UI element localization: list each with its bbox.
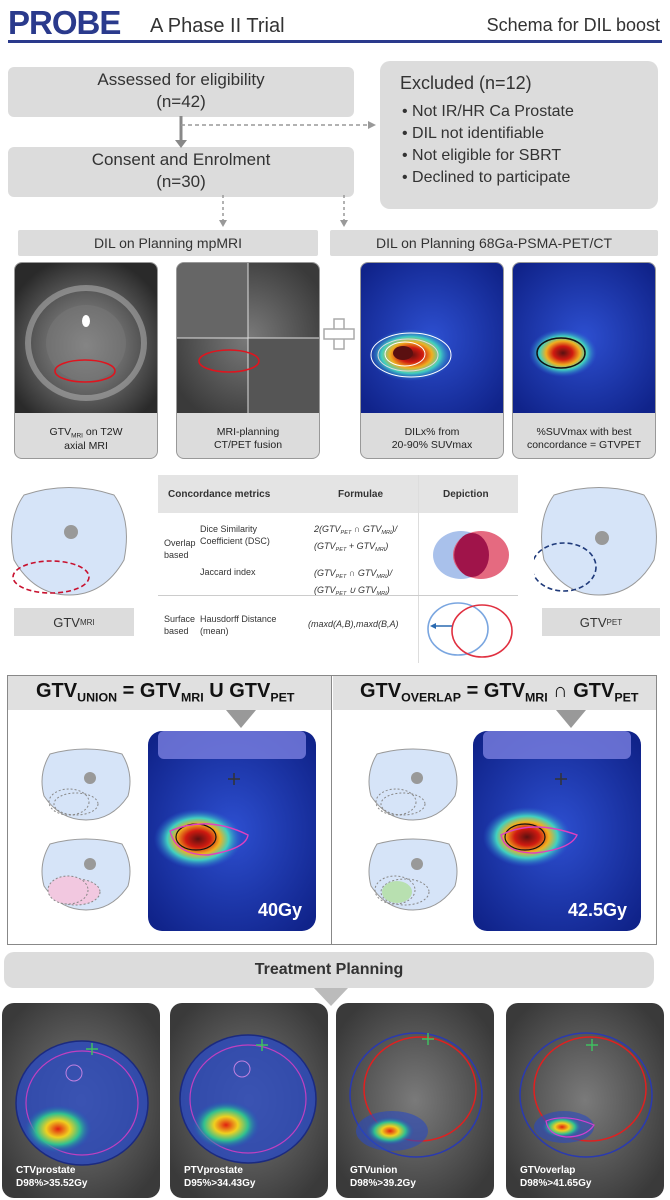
- pet-dil-image: [361, 263, 503, 413]
- dsc-formula: 2(GTVPET ∩ GTVMRI)/ (GTVPET + GTVMRI): [314, 524, 398, 553]
- overlap-depiction: [433, 531, 509, 579]
- header-title: A Phase II Trial: [150, 15, 285, 37]
- assessed-n: (n=42): [156, 92, 206, 111]
- treatment-planning-bar: Treatment Planning: [4, 952, 654, 988]
- union-diagram-filled: [41, 838, 131, 911]
- table-header-depiction: Depiction: [443, 489, 489, 500]
- overlap-dose-label: 42.5Gy: [567, 900, 627, 920]
- mri-axial-panel: GTVMRI on T2W axial MRI: [14, 262, 158, 459]
- mri-axial-image: [15, 263, 157, 413]
- plan-gtv-union-label: GTVunion D98%>39.2Gy: [350, 1165, 416, 1189]
- overlap-diagram-filled: [368, 838, 458, 911]
- assessed-box: Assessed for eligibility (n=42): [8, 67, 354, 117]
- plan-ctv-prostate: CTVprostate D98%>35.52Gy: [2, 1003, 160, 1198]
- gtv-mri-prostate-diagram: [11, 487, 127, 596]
- union-diagram-outlines: [41, 748, 131, 821]
- pet-section-bar: DIL on Planning 68Ga-PSMA-PET/CT: [330, 230, 658, 256]
- union-arrow-icon: [226, 710, 256, 728]
- flow-arrows: [175, 116, 376, 227]
- overlap-title: GTVOVERLAP = GTVMRI ∩ GTVPET: [360, 680, 639, 705]
- mri-axial-caption: GTVMRI on T2W axial MRI: [49, 426, 123, 453]
- plan-gtv-overlap-label: GTVoverlap D98%>41.65Gy: [520, 1165, 592, 1189]
- excluded-title: Excluded (n=12): [400, 73, 532, 93]
- consent-label: Consent and Enrolment: [91, 150, 271, 169]
- consent-n: (n=30): [156, 172, 206, 191]
- overlap-title-bar: [333, 676, 656, 710]
- header: PROBE A Phase II Trial Schema for DIL bo…: [0, 0, 670, 44]
- hausdorff-depiction: [427, 602, 513, 658]
- hausdorff-formula: (maxd(A,B),maxd(B,A): [308, 619, 399, 629]
- group-surface-label: Surface based: [164, 614, 196, 636]
- gtv-pet-label: GTV PET: [542, 608, 660, 636]
- union-pet-image: 40Gy: [148, 731, 316, 931]
- excluded-reason-3: • Not eligible for SBRT: [402, 147, 562, 164]
- jaccard-formula: (GTVPET ∩ GTVMRI)/ (GTVPET ∪ GTVMRI): [314, 568, 393, 597]
- excluded-reason-1: • Not IR/HR Ca Prostate: [402, 103, 574, 120]
- mri-ct-fusion-caption: MRI-planning CT/PET fusion: [213, 426, 283, 452]
- table-header-row: [158, 475, 518, 513]
- plan-ptv-prostate: PTVprostate D95%>34.43Gy: [170, 1003, 328, 1198]
- probe-logo: PROBE: [8, 4, 121, 41]
- assessed-label: Assessed for eligibility: [97, 70, 265, 89]
- plus-icon: [323, 318, 355, 350]
- union-dose-label: 40Gy: [257, 900, 302, 920]
- header-right-title: Schema for DIL boost: [486, 15, 660, 35]
- header-rule: [8, 40, 662, 43]
- pet-suv-panel: %SUVmax with best concordance = GTVPET: [512, 262, 656, 459]
- excluded-reason-2: • DIL not identifiable: [402, 125, 544, 142]
- dsc-label: Dice Similarity Coefficient (DSC): [200, 524, 270, 546]
- hausdorff-label: Hausdorff Distance (mean): [200, 614, 277, 636]
- plan-ptv-prostate-label: PTVprostate D95%>34.43Gy: [184, 1165, 256, 1189]
- excluded-box: Excluded (n=12) • Not IR/HR Ca Prostate …: [380, 61, 658, 209]
- overlap-arrow-icon: [556, 710, 586, 728]
- gtv-mri-label: GTV MRI: [14, 608, 134, 636]
- pet-dil-panel: DILx% from 20-90% SUVmax: [360, 262, 504, 459]
- table-header-formulae: Formulae: [338, 489, 384, 500]
- overlap-pet-image: 42.5Gy: [473, 731, 641, 931]
- plan-gtv-union: GTVunion D98%>39.2Gy: [336, 1003, 494, 1198]
- union-overlap-box: GTVUNION = GTVMRI U GTVPET GTVOVERLAP = …: [7, 675, 657, 945]
- union-title: GTVUNION = GTVMRI U GTVPET: [36, 680, 295, 705]
- group-overlap-label: Overlap based: [164, 538, 196, 560]
- jaccard-label: Jaccard index: [200, 567, 256, 577]
- mri-ct-fusion-image: [177, 263, 319, 413]
- pet-suv-caption: %SUVmax with best concordance = GTVPET: [526, 426, 642, 452]
- mri-section-bar: DIL on Planning mpMRI: [18, 230, 318, 256]
- union-title-bar: [8, 676, 331, 710]
- planning-arrow-icon: [314, 988, 348, 1006]
- gtv-pet-prostate-diagram: [534, 487, 657, 596]
- pet-suv-image: [513, 263, 655, 413]
- plan-gtv-overlap: GTVoverlap D98%>41.65Gy: [506, 1003, 664, 1198]
- table-header-metrics: Concordance metrics: [168, 489, 271, 500]
- mri-ct-fusion-panel: MRI-planning CT/PET fusion: [176, 262, 320, 459]
- plan-ctv-prostate-label: CTVprostate D98%>35.52Gy: [16, 1165, 88, 1189]
- pet-dil-caption: DILx% from 20-90% SUVmax: [391, 426, 473, 452]
- excluded-reason-4: • Declined to participate: [402, 169, 571, 186]
- concordance-metrics-table: Concordance metrics Formulae Depiction O…: [158, 475, 518, 663]
- overlap-diagram-outlines: [368, 748, 458, 821]
- consent-box: Consent and Enrolment (n=30): [8, 147, 354, 197]
